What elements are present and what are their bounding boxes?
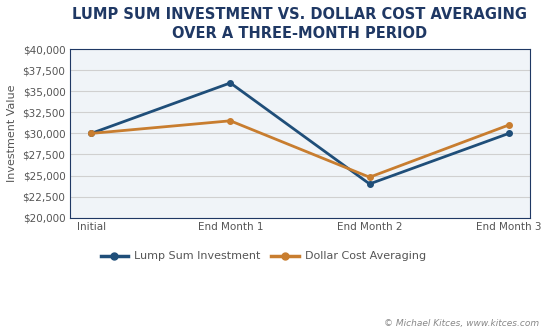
Text: © Michael Kitces, www.kitces.com: © Michael Kitces, www.kitces.com [384,319,539,328]
Y-axis label: Investment Value: Investment Value [7,85,17,182]
Legend: Lump Sum Investment, Dollar Cost Averaging: Lump Sum Investment, Dollar Cost Averagi… [96,247,430,266]
Title: LUMP SUM INVESTMENT VS. DOLLAR COST AVERAGING
OVER A THREE-MONTH PERIOD: LUMP SUM INVESTMENT VS. DOLLAR COST AVER… [73,7,527,41]
